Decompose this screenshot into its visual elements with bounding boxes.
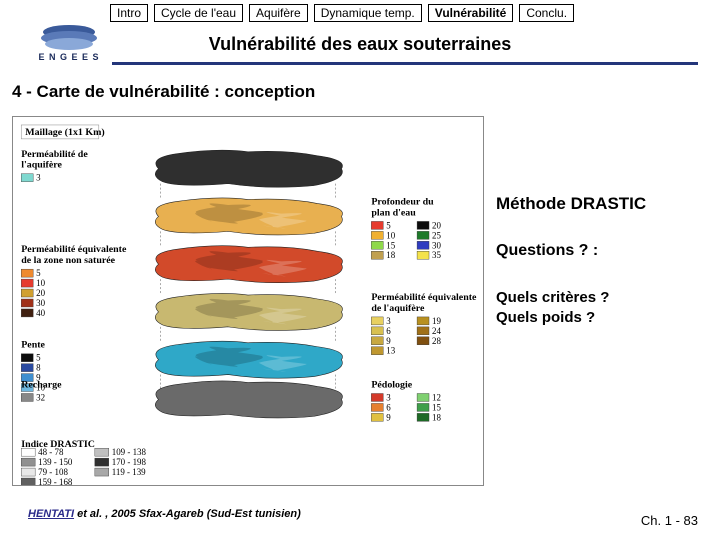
svg-text:19: 19 (432, 316, 441, 326)
svg-text:79 - 108: 79 - 108 (38, 467, 68, 477)
svg-text:de l'aquifère: de l'aquifère (371, 303, 425, 314)
svg-text:Recharge: Recharge (21, 380, 62, 391)
svg-text:6: 6 (386, 402, 391, 412)
svg-text:9: 9 (386, 412, 391, 422)
svg-text:24: 24 (432, 326, 441, 336)
svg-text:10: 10 (36, 278, 45, 288)
svg-text:Perméabilité équivalente: Perméabilité équivalente (21, 244, 127, 255)
svg-text:119 - 139: 119 - 139 (112, 467, 146, 477)
svg-text:5: 5 (386, 220, 391, 230)
questions-heading: Questions ? : (496, 242, 708, 260)
svg-text:8: 8 (36, 363, 41, 373)
svg-text:6: 6 (386, 326, 391, 336)
svg-text:30: 30 (432, 240, 441, 250)
svg-text:18: 18 (432, 412, 441, 422)
svg-text:de la zone non saturée: de la zone non saturée (21, 255, 115, 266)
svg-text:30: 30 (36, 298, 45, 308)
svg-text:12: 12 (432, 392, 441, 402)
svg-text:18: 18 (386, 250, 395, 260)
svg-text:Maillage (1x1 Km): Maillage (1x1 Km) (25, 127, 104, 138)
svg-text:3: 3 (36, 173, 41, 183)
svg-text:9: 9 (386, 336, 391, 346)
page-number: Ch. 1 - 83 (641, 513, 698, 528)
svg-text:15: 15 (432, 402, 441, 412)
svg-text:170 - 198: 170 - 198 (112, 457, 147, 467)
svg-text:5: 5 (36, 268, 41, 278)
question-weights: Quels poids ? (496, 308, 708, 328)
svg-text:20: 20 (432, 220, 441, 230)
svg-text:plan d'eau: plan d'eau (371, 207, 416, 218)
nav-tab-vuln-rabilit-[interactable]: Vulnérabilité (428, 4, 514, 22)
svg-text:32: 32 (36, 392, 45, 402)
svg-text:48 - 78: 48 - 78 (38, 447, 64, 457)
nav-tab-aquif-re[interactable]: Aquifère (249, 4, 308, 22)
svg-text:139 - 150: 139 - 150 (38, 457, 73, 467)
svg-text:Pente: Pente (21, 340, 45, 351)
section-title: 4 - Carte de vulnérabilité : conception (12, 82, 315, 102)
svg-text:159 - 168: 159 - 168 (38, 477, 73, 485)
nav-tab-conclu-[interactable]: Conclu. (519, 4, 574, 22)
citation-source: HENTATI (28, 508, 74, 520)
question-criteria: Quels critères ? (496, 288, 708, 308)
svg-text:3: 3 (386, 316, 391, 326)
svg-text:109 - 138: 109 - 138 (112, 447, 147, 457)
svg-text:3: 3 (386, 392, 391, 402)
figure-citation: HENTATI et al. , 2005 Sfax-Agareb (Sud-E… (28, 508, 301, 520)
nav-tab-cycle-de-l-eau[interactable]: Cycle de l'eau (154, 4, 243, 22)
page-subtitle: Vulnérabilité des eaux souterraines (0, 34, 720, 55)
svg-text:20: 20 (36, 288, 45, 298)
svg-text:13: 13 (386, 346, 395, 356)
nav-tab-dynamique-temp-[interactable]: Dynamique temp. (314, 4, 422, 22)
svg-text:35: 35 (432, 250, 441, 260)
vulnerability-figure: Maillage (1x1 Km) Perméabilité del'aquifè… (12, 116, 484, 486)
svg-text:25: 25 (432, 230, 441, 240)
svg-text:5: 5 (36, 353, 41, 363)
citation-rest: et al. , 2005 Sfax-Agareb (Sud-Est tunis… (74, 508, 301, 520)
svg-text:Perméabilité de: Perméabilité de (21, 149, 88, 160)
svg-text:15: 15 (386, 240, 395, 250)
svg-text:40: 40 (36, 308, 45, 318)
right-panel: Méthode DRASTIC Questions ? : Quels crit… (496, 194, 708, 327)
svg-text:Profondeur du: Profondeur du (371, 197, 434, 208)
svg-text:l'aquifère: l'aquifère (21, 160, 62, 171)
svg-text:10: 10 (386, 230, 395, 240)
top-nav: Intro Cycle de l'eau Aquifère Dynamique tem… (110, 4, 574, 22)
svg-text:Pédologie: Pédologie (371, 380, 412, 391)
nav-tab-intro[interactable]: Intro (110, 4, 148, 22)
header-divider (112, 62, 698, 65)
method-heading: Méthode DRASTIC (496, 194, 708, 214)
svg-text:Perméabilité équivalente: Perméabilité équivalente (371, 292, 477, 303)
svg-text:28: 28 (432, 336, 441, 346)
